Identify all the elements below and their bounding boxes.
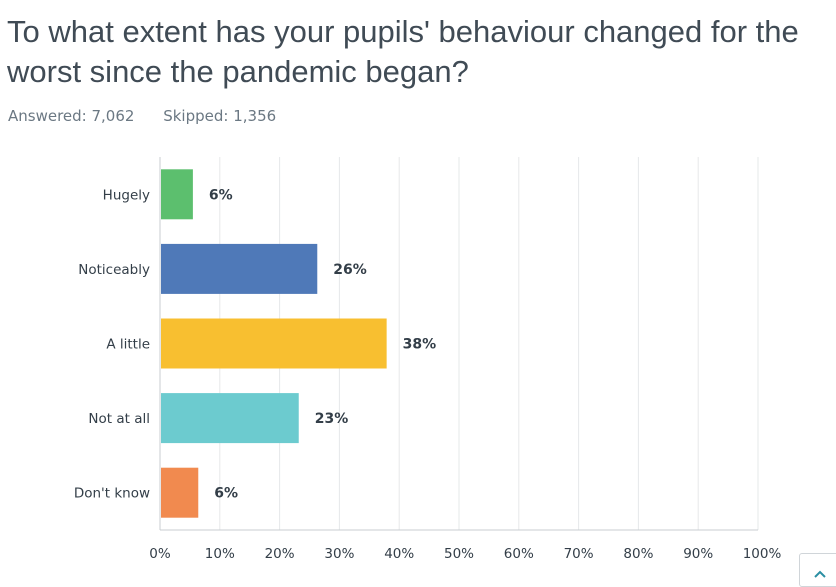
x-tick-label: 10% [205, 546, 235, 562]
value-label: 6% [214, 486, 238, 502]
x-tick-label: 70% [564, 546, 594, 562]
bar[interactable] [161, 169, 193, 220]
x-tick-label: 0% [149, 546, 171, 562]
bars [161, 169, 387, 518]
category-label: Noticeably [78, 262, 150, 278]
value-label: 38% [403, 337, 437, 353]
x-tick-label: 40% [384, 546, 414, 562]
bar[interactable] [161, 318, 387, 369]
x-tick-label: 60% [504, 546, 534, 562]
grid-lines [219, 157, 759, 530]
category-label: Don't know [74, 486, 150, 502]
value-label: 6% [209, 187, 233, 203]
category-label: A little [106, 337, 150, 353]
value-label: 26% [333, 262, 367, 278]
x-tick-label: 20% [265, 546, 295, 562]
category-label: Not at all [88, 411, 150, 427]
answered-count: Answered: 7,062 [8, 107, 135, 125]
scroll-to-top-button[interactable] [799, 553, 836, 587]
x-tick-label: 80% [623, 546, 653, 562]
x-tick-label: 50% [444, 546, 474, 562]
x-tick-label: 30% [324, 546, 354, 562]
chevron-up-icon [814, 570, 826, 578]
response-stats: Answered: 7,062 Skipped: 1,356 [8, 107, 276, 125]
x-tick-label: 100% [743, 546, 782, 562]
bar[interactable] [161, 393, 299, 444]
value-label: 23% [315, 411, 349, 427]
bar[interactable] [161, 243, 318, 294]
question-title: To what extent has your pupils' behaviou… [7, 14, 799, 89]
axes [159, 157, 758, 531]
bar[interactable] [161, 467, 199, 518]
x-tick-label: 90% [683, 546, 713, 562]
category-label: Hugely [103, 187, 150, 203]
skipped-count: Skipped: 1,356 [163, 107, 277, 125]
labels: 0% 10% 20% 30% 40% 50% 60% 70% 80% 90% 100% Hugely 6… [74, 187, 782, 562]
